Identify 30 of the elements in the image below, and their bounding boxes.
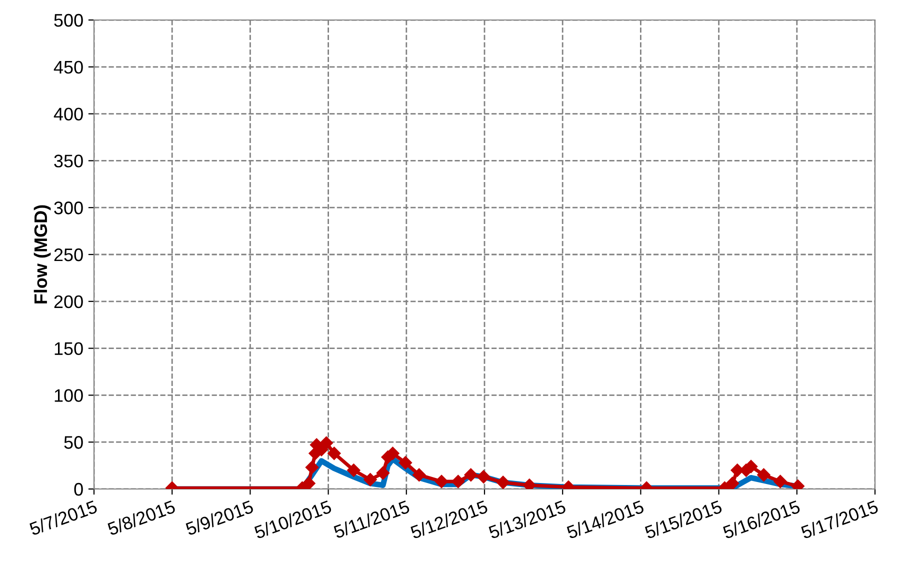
point (386, 446, 400, 460)
y-tick-label: 0 (74, 482, 83, 496)
y-tick-label: 500 (54, 14, 83, 27)
point (452, 474, 465, 488)
y-tick-label: 100 (54, 389, 83, 402)
point (398, 456, 412, 470)
point (302, 476, 316, 489)
point (757, 468, 770, 482)
y-tick-label: 400 (54, 108, 83, 121)
point (496, 476, 510, 489)
point (774, 474, 787, 488)
y-axis-title: Flow (MGD) (34, 205, 51, 304)
point (376, 466, 390, 480)
point (412, 468, 426, 482)
y-tick-label: 150 (54, 342, 83, 356)
y-tick-label: 300 (54, 202, 83, 214)
point (476, 470, 490, 484)
y-tick-label: 350 (54, 154, 83, 168)
point (726, 476, 740, 489)
y-tick-label: 450 (54, 60, 83, 74)
point (434, 474, 448, 488)
point (464, 468, 478, 482)
point (305, 460, 319, 474)
point (364, 473, 377, 486)
y-tick-label: 50 (64, 436, 83, 449)
point (347, 464, 360, 477)
point (328, 446, 341, 460)
y-tick-label: 250 (54, 248, 83, 262)
y-tick-label: 200 (54, 295, 83, 308)
point (320, 436, 333, 450)
